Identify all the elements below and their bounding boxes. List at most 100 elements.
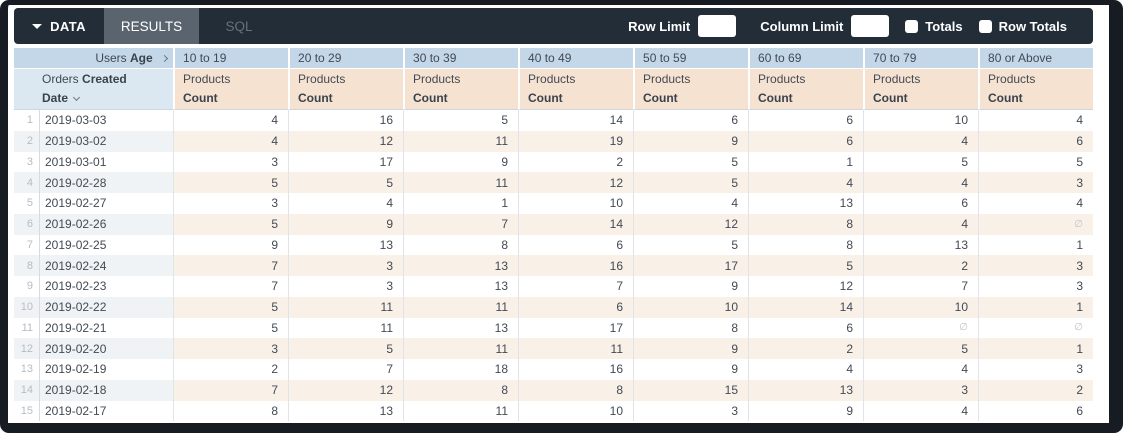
value-cell[interactable]: 6 (978, 400, 1093, 422)
value-cell[interactable]: 12 (633, 213, 749, 235)
date-cell[interactable]: 2019-03-01 (45, 154, 107, 169)
measure-header[interactable]: Products Count (748, 69, 864, 110)
value-cell[interactable]: 8 (403, 379, 519, 401)
value-cell[interactable]: 17 (633, 255, 749, 276)
value-cell[interactable]: 8 (518, 379, 634, 401)
value-cell[interactable]: 5 (173, 172, 289, 193)
value-cell[interactable]: 7 (403, 213, 519, 235)
value-cell[interactable]: 8 (403, 234, 518, 256)
date-cell[interactable]: 2019-03-03 (45, 113, 107, 128)
date-cell[interactable]: 2019-02-25 (45, 237, 107, 252)
value-cell[interactable]: 11 (403, 400, 518, 422)
tab-results[interactable]: RESULTS (104, 8, 199, 44)
value-cell[interactable]: 4 (863, 213, 979, 235)
value-cell[interactable]: 14 (518, 213, 634, 235)
value-cell[interactable]: 13 (748, 379, 864, 401)
value-cell[interactable]: 19 (518, 130, 634, 152)
value-cell[interactable]: 16 (518, 359, 633, 380)
value-cell[interactable]: 14 (748, 296, 864, 318)
value-cell[interactable]: 5 (978, 151, 1093, 173)
value-cell[interactable]: 13 (403, 276, 518, 297)
value-cell[interactable]: 8 (173, 400, 288, 422)
pivot-value-header[interactable]: 20 to 29 (288, 48, 404, 69)
value-cell[interactable]: 13 (403, 317, 518, 339)
value-cell[interactable]: 1 (978, 338, 1094, 359)
value-cell[interactable]: 5 (173, 296, 289, 318)
null-value-cell[interactable]: ∅ (978, 213, 1094, 235)
value-cell[interactable]: 17 (518, 317, 633, 339)
row-dimension-header[interactable]: Orders Created Date (14, 69, 174, 110)
value-cell[interactable]: 5 (633, 234, 748, 256)
value-cell[interactable]: 9 (748, 400, 863, 422)
value-cell[interactable]: 16 (518, 255, 634, 276)
value-cell[interactable]: 7 (863, 276, 978, 297)
null-value-cell[interactable]: ∅ (863, 317, 978, 339)
value-cell[interactable]: 14 (518, 110, 633, 131)
pivot-value-header[interactable]: 50 to 59 (633, 48, 749, 69)
value-cell[interactable]: 4 (748, 359, 863, 380)
value-cell[interactable]: 6 (748, 130, 864, 152)
value-cell[interactable]: 7 (173, 276, 288, 297)
value-cell[interactable]: 10 (863, 110, 978, 131)
date-cell[interactable]: 2019-02-26 (40, 213, 174, 235)
value-cell[interactable]: 7 (288, 359, 403, 380)
measure-header[interactable]: Products Count (518, 69, 634, 110)
value-cell[interactable]: 7 (173, 379, 289, 401)
value-cell[interactable]: 11 (288, 296, 404, 318)
value-cell[interactable]: 12 (288, 379, 404, 401)
value-cell[interactable]: 3 (978, 255, 1094, 276)
null-value-cell[interactable]: ∅ (978, 317, 1093, 339)
value-cell[interactable]: 3 (978, 276, 1093, 297)
value-cell[interactable]: 11 (403, 296, 519, 318)
value-cell[interactable]: 8 (748, 213, 864, 235)
value-cell[interactable]: 1 (748, 151, 863, 173)
measure-header[interactable]: Products Count (863, 69, 979, 110)
tab-data[interactable]: DATA (14, 8, 104, 44)
value-cell[interactable]: 4 (863, 359, 978, 380)
value-cell[interactable]: 12 (518, 172, 634, 193)
pivot-value-header[interactable]: 10 to 19 (173, 48, 289, 69)
value-cell[interactable]: 9 (633, 338, 749, 359)
date-cell[interactable]: 2019-02-27 (45, 196, 107, 211)
value-cell[interactable]: 4 (288, 193, 403, 214)
value-cell[interactable]: 3 (173, 338, 289, 359)
value-cell[interactable]: 4 (173, 110, 288, 131)
value-cell[interactable]: 8 (633, 317, 748, 339)
value-cell[interactable]: 3 (288, 255, 404, 276)
pivot-value-header[interactable]: 30 to 39 (403, 48, 519, 69)
totals-checkbox[interactable] (905, 19, 919, 33)
value-cell[interactable]: 3 (863, 379, 979, 401)
value-cell[interactable]: 10 (518, 193, 633, 214)
value-cell[interactable]: 11 (403, 130, 519, 152)
date-cell[interactable]: 2019-02-19 (45, 362, 107, 377)
value-cell[interactable]: 3 (978, 359, 1093, 380)
pivot-value-header[interactable]: 40 to 49 (518, 48, 634, 69)
date-cell[interactable]: 2019-02-22 (40, 296, 174, 318)
value-cell[interactable]: 6 (863, 193, 978, 214)
value-cell[interactable]: 5 (173, 317, 288, 339)
value-cell[interactable]: 1 (403, 193, 518, 214)
value-cell[interactable]: 10 (633, 296, 749, 318)
value-cell[interactable]: 2 (173, 359, 288, 380)
date-cell[interactable]: 2019-03-02 (40, 130, 174, 152)
value-cell[interactable]: 4 (633, 193, 748, 214)
date-cell[interactable]: 2019-02-18 (40, 379, 174, 401)
date-cell[interactable]: 2019-02-23 (45, 279, 107, 294)
date-cell[interactable]: 2019-02-21 (45, 320, 107, 335)
value-cell[interactable]: 6 (518, 296, 634, 318)
value-cell[interactable]: 16 (288, 110, 403, 131)
measure-header[interactable]: Products Count (978, 69, 1094, 110)
value-cell[interactable]: 9 (403, 151, 518, 173)
value-cell[interactable]: 5 (633, 172, 749, 193)
value-cell[interactable]: 12 (748, 276, 863, 297)
value-cell[interactable]: 8 (748, 234, 863, 256)
value-cell[interactable]: 2 (978, 379, 1094, 401)
value-cell[interactable]: 12 (288, 130, 404, 152)
value-cell[interactable]: 3 (173, 193, 288, 214)
value-cell[interactable]: 13 (403, 255, 519, 276)
value-cell[interactable]: 5 (863, 151, 978, 173)
value-cell[interactable]: 4 (863, 400, 978, 422)
value-cell[interactable]: 1 (978, 234, 1093, 256)
value-cell[interactable]: 5 (288, 338, 404, 359)
value-cell[interactable]: 9 (633, 130, 749, 152)
